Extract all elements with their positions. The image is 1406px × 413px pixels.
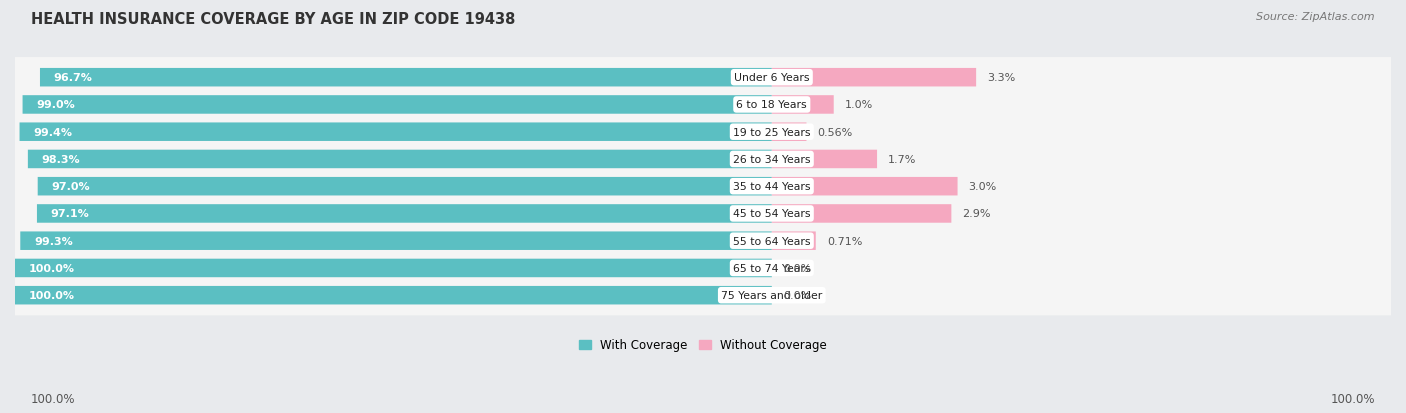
Text: 97.1%: 97.1% bbox=[51, 209, 90, 219]
Text: 100.0%: 100.0% bbox=[28, 290, 75, 301]
FancyBboxPatch shape bbox=[22, 96, 772, 114]
Text: 19 to 25 Years: 19 to 25 Years bbox=[733, 127, 810, 138]
Text: 45 to 54 Years: 45 to 54 Years bbox=[733, 209, 810, 219]
Text: 55 to 64 Years: 55 to 64 Years bbox=[733, 236, 810, 246]
FancyBboxPatch shape bbox=[772, 69, 976, 87]
Text: Source: ZipAtlas.com: Source: ZipAtlas.com bbox=[1257, 12, 1375, 22]
Text: 99.4%: 99.4% bbox=[34, 127, 72, 138]
Text: 26 to 34 Years: 26 to 34 Years bbox=[733, 154, 810, 164]
FancyBboxPatch shape bbox=[38, 178, 772, 196]
Text: 0.0%: 0.0% bbox=[783, 290, 811, 301]
FancyBboxPatch shape bbox=[20, 123, 772, 142]
Text: 97.0%: 97.0% bbox=[52, 182, 90, 192]
FancyBboxPatch shape bbox=[772, 123, 807, 142]
Text: 100.0%: 100.0% bbox=[28, 263, 75, 273]
Text: 1.0%: 1.0% bbox=[845, 100, 873, 110]
FancyBboxPatch shape bbox=[15, 259, 772, 278]
Text: 99.3%: 99.3% bbox=[34, 236, 73, 246]
Text: 2.9%: 2.9% bbox=[962, 209, 991, 219]
FancyBboxPatch shape bbox=[11, 221, 1395, 261]
Text: 3.3%: 3.3% bbox=[987, 73, 1015, 83]
FancyBboxPatch shape bbox=[11, 112, 1395, 152]
Text: 0.71%: 0.71% bbox=[827, 236, 862, 246]
Text: 3.0%: 3.0% bbox=[969, 182, 997, 192]
FancyBboxPatch shape bbox=[11, 58, 1395, 98]
FancyBboxPatch shape bbox=[15, 286, 772, 305]
FancyBboxPatch shape bbox=[772, 96, 834, 114]
Text: 1.7%: 1.7% bbox=[889, 154, 917, 164]
FancyBboxPatch shape bbox=[11, 166, 1395, 207]
FancyBboxPatch shape bbox=[772, 232, 815, 250]
Text: 35 to 44 Years: 35 to 44 Years bbox=[733, 182, 810, 192]
FancyBboxPatch shape bbox=[11, 248, 1395, 288]
Text: Under 6 Years: Under 6 Years bbox=[734, 73, 810, 83]
Text: 96.7%: 96.7% bbox=[53, 73, 93, 83]
Text: HEALTH INSURANCE COVERAGE BY AGE IN ZIP CODE 19438: HEALTH INSURANCE COVERAGE BY AGE IN ZIP … bbox=[31, 12, 516, 27]
Text: 0.56%: 0.56% bbox=[817, 127, 852, 138]
Text: 6 to 18 Years: 6 to 18 Years bbox=[737, 100, 807, 110]
Text: 98.3%: 98.3% bbox=[42, 154, 80, 164]
FancyBboxPatch shape bbox=[772, 178, 957, 196]
FancyBboxPatch shape bbox=[11, 275, 1395, 316]
FancyBboxPatch shape bbox=[20, 232, 772, 250]
FancyBboxPatch shape bbox=[28, 150, 772, 169]
Legend: With Coverage, Without Coverage: With Coverage, Without Coverage bbox=[579, 339, 827, 351]
Text: 99.0%: 99.0% bbox=[37, 100, 75, 110]
Text: 100.0%: 100.0% bbox=[1330, 392, 1375, 405]
Text: 0.0%: 0.0% bbox=[783, 263, 811, 273]
Text: 65 to 74 Years: 65 to 74 Years bbox=[733, 263, 810, 273]
FancyBboxPatch shape bbox=[39, 69, 772, 87]
FancyBboxPatch shape bbox=[772, 150, 877, 169]
FancyBboxPatch shape bbox=[11, 194, 1395, 234]
FancyBboxPatch shape bbox=[11, 85, 1395, 125]
FancyBboxPatch shape bbox=[37, 205, 772, 223]
FancyBboxPatch shape bbox=[11, 140, 1395, 180]
FancyBboxPatch shape bbox=[772, 205, 952, 223]
Text: 100.0%: 100.0% bbox=[31, 392, 76, 405]
Text: 75 Years and older: 75 Years and older bbox=[721, 290, 823, 301]
